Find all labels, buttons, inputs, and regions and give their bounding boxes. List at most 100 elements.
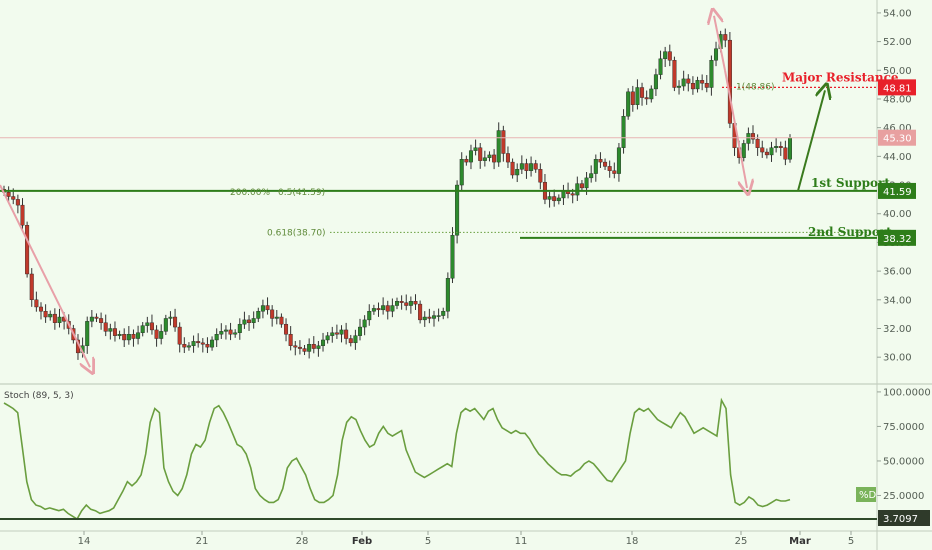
candle (441, 307, 446, 320)
candle (177, 322, 182, 353)
candle (200, 338, 205, 353)
candle (344, 322, 349, 345)
candle (649, 85, 654, 103)
candle (154, 325, 159, 347)
candle (48, 310, 53, 321)
fib-label-0618: 0.618(38.70) (267, 228, 326, 238)
candle (510, 158, 515, 179)
candle (288, 326, 293, 351)
candle (196, 333, 201, 348)
x-tick-label: 28 (296, 536, 309, 547)
candle (681, 70, 686, 91)
first-support-label: 1st Support (811, 176, 890, 190)
candle (302, 344, 307, 356)
candle (15, 194, 20, 214)
candle (85, 316, 90, 354)
candle (408, 296, 413, 314)
candle (473, 139, 478, 156)
candle (431, 310, 436, 327)
candle (603, 158, 608, 170)
stoch-tick-label: 25.0000 (883, 491, 924, 502)
candle (616, 143, 621, 182)
candle (182, 337, 187, 354)
y-tick-label: 30.00 (883, 353, 912, 364)
candle (219, 323, 224, 339)
candle (663, 46, 668, 67)
candle (334, 324, 339, 339)
x-tick-label: 21 (196, 536, 209, 547)
candle (34, 291, 39, 312)
y-tick-label: 36.00 (883, 267, 912, 278)
candle (390, 298, 395, 318)
candle (760, 140, 765, 158)
candle (168, 311, 173, 326)
candle (524, 158, 529, 179)
candle (422, 311, 427, 327)
stoch-series-name: %D (859, 490, 877, 501)
candle (376, 302, 381, 317)
support-2-tag-value: 38.32 (883, 234, 912, 245)
stoch-last-value: 3.7097 (883, 514, 918, 525)
candle (450, 227, 455, 284)
stoch-series-tag: %D (856, 487, 877, 502)
candle (214, 328, 219, 347)
candle (607, 160, 612, 178)
candle (57, 308, 62, 328)
candle (260, 299, 265, 319)
candle (496, 122, 501, 167)
candle (635, 79, 640, 110)
candle (186, 342, 191, 351)
candle (468, 144, 473, 170)
candle (321, 332, 326, 352)
y-tick-label: 54.00 (883, 8, 912, 19)
y-tick-label: 52.00 (883, 37, 912, 48)
support-1-tag: 41.59 (878, 182, 916, 199)
candle (348, 334, 353, 347)
candle (672, 56, 677, 92)
candle (478, 143, 483, 169)
y-tick-label: 34.00 (883, 295, 912, 306)
candle (163, 314, 168, 335)
stoch-title: Stoch (89, 5, 3) (4, 391, 74, 401)
candle (311, 336, 316, 354)
candle (284, 318, 289, 342)
candle (126, 326, 131, 345)
fib-label-1: 1(48.86) (736, 83, 775, 93)
candle (242, 311, 247, 329)
candle (330, 326, 335, 343)
candle (783, 140, 788, 166)
candle (667, 44, 672, 67)
y-tick-label: 40.00 (883, 209, 912, 220)
candle (492, 149, 497, 170)
candle (612, 162, 617, 179)
y-tick-label: 44.00 (883, 152, 912, 163)
candle (237, 318, 242, 340)
candle (741, 139, 746, 162)
candle (436, 308, 441, 322)
candle (788, 134, 793, 163)
candle (358, 318, 363, 341)
candle (418, 300, 423, 324)
candle (117, 330, 122, 340)
candle (395, 297, 400, 310)
x-tick-label: 25 (735, 536, 748, 547)
x-tick-label: 11 (515, 536, 528, 547)
candle (103, 314, 108, 337)
candle (704, 75, 709, 93)
candle (265, 297, 270, 315)
candle (52, 308, 57, 330)
candle (589, 165, 594, 183)
candle (399, 295, 404, 310)
candle (640, 82, 645, 106)
candle (270, 305, 275, 327)
candle (145, 316, 150, 333)
candle (297, 340, 302, 355)
stoch-tick-label: 50.0000 (883, 456, 924, 467)
candle (367, 304, 372, 326)
candle (774, 138, 779, 153)
candle (122, 328, 127, 347)
candle (533, 159, 538, 173)
candle (362, 315, 367, 336)
y-tick-label: 50.00 (883, 66, 912, 77)
